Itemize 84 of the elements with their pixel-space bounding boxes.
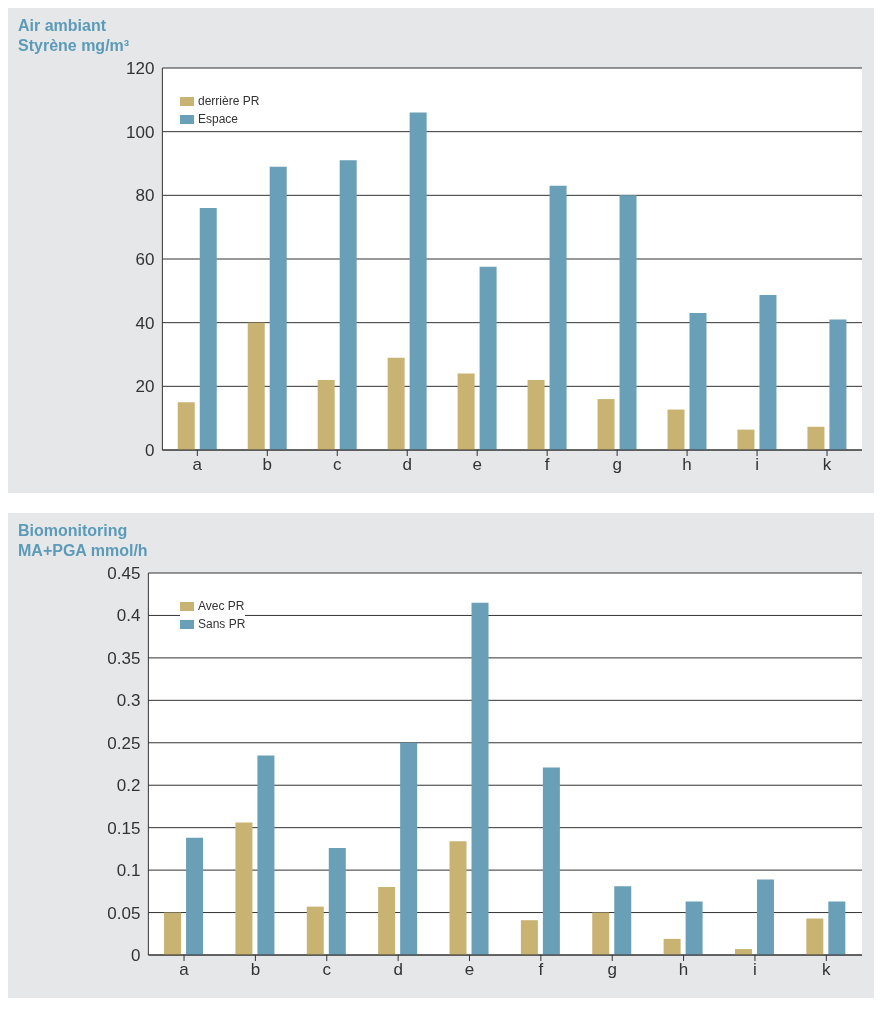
y-tick-label: 0.25 xyxy=(107,733,141,753)
x-tick-label: k xyxy=(822,455,832,475)
legend-label: Espace xyxy=(198,111,239,128)
y-tick-label: 0.2 xyxy=(116,776,141,796)
bar xyxy=(663,938,681,955)
bar xyxy=(592,912,610,955)
x-tick-label: g xyxy=(612,455,622,475)
y-tick-label: 0.35 xyxy=(107,648,141,668)
bar xyxy=(806,918,824,955)
bar xyxy=(685,901,703,955)
x-tick-label: b xyxy=(250,960,261,980)
y-tick-label: 0.3 xyxy=(116,691,141,711)
bar xyxy=(449,841,467,955)
x-tick-label: f xyxy=(538,960,544,980)
y-tick-label: 100 xyxy=(125,122,155,142)
x-tick-label: d xyxy=(393,960,403,980)
y-tick-label: 60 xyxy=(135,250,155,270)
bar xyxy=(306,906,324,955)
y-tick-label: 0.15 xyxy=(107,818,141,838)
chart-title: Air ambiant xyxy=(18,16,107,36)
bar xyxy=(756,879,774,955)
x-tick-label: k xyxy=(822,960,832,980)
bar xyxy=(269,166,287,450)
x-tick-label: a xyxy=(179,960,190,980)
y-tick-label: 0.1 xyxy=(116,861,141,881)
x-tick-label: h xyxy=(682,455,692,475)
bar xyxy=(247,322,265,450)
bar xyxy=(457,373,475,450)
bar xyxy=(597,399,615,450)
y-tick-label: 20 xyxy=(135,377,155,397)
y-tick-label: 0.45 xyxy=(107,564,141,584)
chart-subtitle: MA+PGA mmol/h xyxy=(18,541,149,561)
x-tick-label: d xyxy=(402,455,412,475)
bar xyxy=(177,402,195,450)
x-tick-label: f xyxy=(544,455,550,475)
x-tick-label: a xyxy=(192,455,203,475)
legend-label: Sans PR xyxy=(198,616,246,633)
legend-label: derrière PR xyxy=(198,93,260,110)
x-tick-label: i xyxy=(753,960,757,980)
bar xyxy=(807,426,825,450)
bar xyxy=(667,409,685,450)
bar xyxy=(549,185,567,450)
y-tick-label: 0.4 xyxy=(116,606,141,626)
x-tick-label: g xyxy=(607,960,617,980)
bar xyxy=(409,112,427,450)
x-tick-label: i xyxy=(755,455,759,475)
bar xyxy=(339,160,357,450)
bar xyxy=(378,887,396,955)
bar xyxy=(542,767,560,955)
bar xyxy=(328,848,346,955)
x-tick-label: e xyxy=(464,960,475,980)
bar xyxy=(199,208,217,450)
bar xyxy=(527,379,545,450)
x-tick-label: e xyxy=(472,455,482,475)
bar xyxy=(186,837,204,955)
bar xyxy=(164,912,182,955)
bar xyxy=(520,920,538,955)
y-tick-label: 120 xyxy=(125,59,155,79)
legend-label: Avec PR xyxy=(198,598,245,615)
y-tick-label: 40 xyxy=(135,313,155,333)
bar xyxy=(614,886,632,955)
bar xyxy=(689,313,707,450)
chart-title: Biomonitoring xyxy=(18,521,129,541)
chart-subtitle: Styrène mg/m³ xyxy=(18,36,131,56)
x-tick-label: c xyxy=(333,455,343,475)
x-tick-label: b xyxy=(262,455,273,475)
bar xyxy=(471,602,489,955)
bar xyxy=(400,742,418,955)
y-tick-label: 0.05 xyxy=(107,903,141,923)
y-tick-label: 0 xyxy=(144,441,155,461)
x-tick-label: h xyxy=(678,960,689,980)
bar xyxy=(828,901,846,955)
bar xyxy=(829,319,847,450)
x-tick-label: c xyxy=(322,960,332,980)
bar xyxy=(619,195,637,450)
bar xyxy=(759,294,777,450)
bar xyxy=(317,379,335,450)
bar xyxy=(737,429,755,450)
bar xyxy=(479,266,497,450)
y-tick-label: 0 xyxy=(130,946,141,966)
bar xyxy=(257,755,275,955)
bar xyxy=(387,357,405,450)
bar xyxy=(235,822,253,955)
y-tick-label: 80 xyxy=(135,186,155,206)
